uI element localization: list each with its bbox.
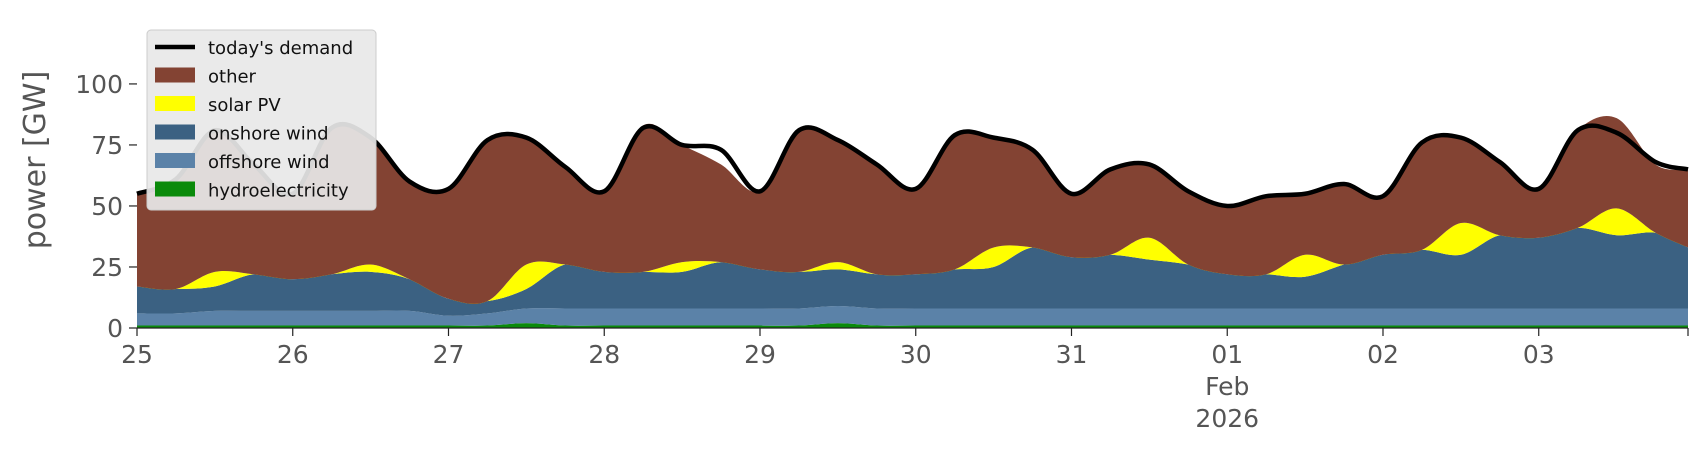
legend-swatch-solar-pv bbox=[155, 96, 195, 111]
legend-swatch-hydroelectricity bbox=[155, 181, 195, 197]
x-tick-label: 25 bbox=[121, 340, 153, 369]
legend-label-onshore-wind: onshore wind bbox=[208, 124, 329, 145]
legend-box bbox=[146, 29, 377, 211]
x-tick-label: 27 bbox=[433, 340, 465, 369]
area-onshore-wind bbox=[137, 227, 1688, 316]
x-tick-label: Feb bbox=[1205, 372, 1249, 401]
y-tick-label: 25 bbox=[91, 253, 123, 282]
legend-swatch-onshore-wind bbox=[155, 124, 195, 140]
legend-label-solar-pv: solar PV bbox=[208, 95, 281, 116]
legend-label-other: other bbox=[208, 67, 257, 88]
y-tick-label: 100 bbox=[75, 70, 123, 99]
legend-swatch-other bbox=[155, 67, 195, 83]
y-tick-label: 75 bbox=[91, 131, 123, 160]
legend-label-today-s-demand: today's demand bbox=[208, 38, 353, 59]
line-demand bbox=[136, 121, 1689, 209]
x-tick-label: 29 bbox=[744, 340, 776, 369]
legend-label-offshore-wind: offshore wind bbox=[208, 152, 330, 173]
legend-swatch-offshore-wind bbox=[155, 153, 195, 168]
x-tick-label: 03 bbox=[1523, 340, 1555, 369]
area-hydroelectricity bbox=[137, 323, 1688, 328]
y-tick-label: 50 bbox=[91, 192, 123, 221]
legend: today's demand other solar PV onshore wind o… bbox=[146, 29, 377, 211]
x-tick-label: 31 bbox=[1056, 340, 1088, 369]
series-layer bbox=[136, 115, 1689, 328]
y-axis-title: power [GW] bbox=[18, 71, 53, 250]
x-tick-label: 01 bbox=[1211, 340, 1243, 369]
y-tick-label: 0 bbox=[107, 314, 123, 343]
x-tick-label: 30 bbox=[900, 340, 932, 369]
legend-label-hydroelectricity: hydroelectricity bbox=[208, 181, 349, 202]
area-offshore-wind bbox=[137, 306, 1688, 326]
x-tick-label: 28 bbox=[588, 340, 620, 369]
x-tick-label: 02 bbox=[1367, 340, 1399, 369]
x-tick-label: 26 bbox=[277, 340, 309, 369]
area-solar-pv bbox=[137, 208, 1688, 304]
area-other bbox=[137, 115, 1688, 304]
x-tick-label: 2026 bbox=[1195, 404, 1259, 433]
